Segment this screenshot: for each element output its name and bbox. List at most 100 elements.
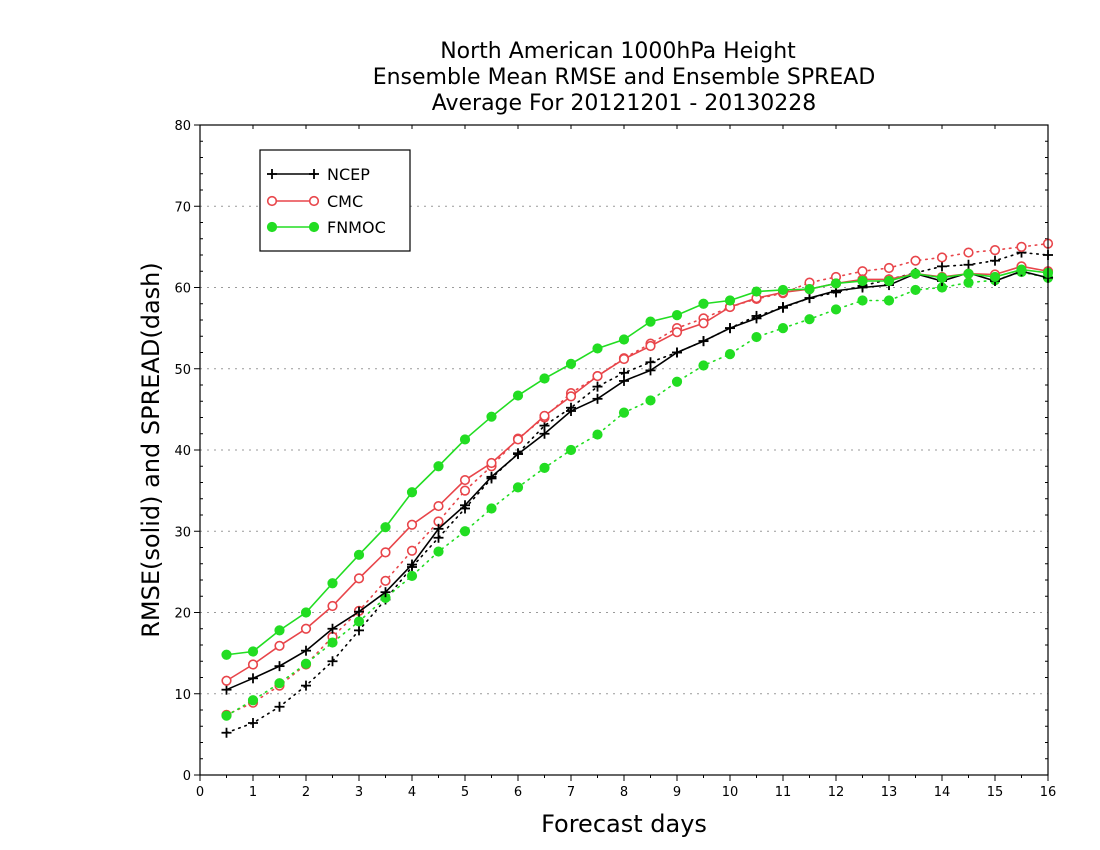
legend-label-cmc: CMC bbox=[327, 192, 363, 211]
point-ncep-spread bbox=[433, 532, 444, 543]
x-tick-label-16: 16 bbox=[1040, 785, 1057, 800]
x-tick-label-0: 0 bbox=[196, 785, 204, 800]
point-ncep-rmse bbox=[725, 323, 735, 334]
y-tick-label-20: 20 bbox=[174, 607, 191, 622]
point-fnmoc-rmse bbox=[963, 268, 974, 279]
legend-marker-ncep bbox=[267, 169, 319, 179]
point-ncep-rmse bbox=[698, 336, 709, 347]
y-tick-label-40: 40 bbox=[174, 444, 191, 459]
y-tick-labels: 0 10 20 30 40 50 60 70 80 bbox=[174, 119, 191, 784]
point-cmc-rmse bbox=[592, 370, 603, 382]
point-fnmoc-spread bbox=[883, 295, 895, 306]
x-tick-labels: 0 1 2 3 4 5 6 7 8 9 10 11 12 13 14 15 16 bbox=[196, 785, 1056, 800]
point-cmc-rmse bbox=[565, 391, 577, 402]
legend-marker-fnmoc bbox=[266, 221, 320, 233]
point-ncep-rmse bbox=[354, 606, 364, 617]
legend-label-ncep: NCEP bbox=[327, 165, 370, 184]
legend-item-cmc: CMC bbox=[266, 192, 363, 211]
y-tick-label-70: 70 bbox=[174, 200, 191, 215]
point-fnmoc-rmse bbox=[592, 343, 603, 354]
point-cmc-rmse bbox=[459, 474, 471, 486]
point-fnmoc-spread bbox=[751, 331, 762, 343]
line-fnmoc-rmse bbox=[226, 268, 1049, 656]
point-ncep-rmse bbox=[407, 559, 417, 570]
legend-marker-left-0 bbox=[267, 169, 277, 179]
point-fnmoc-rmse bbox=[777, 284, 789, 296]
series-lines bbox=[221, 238, 1054, 738]
x-tick-label-13: 13 bbox=[881, 785, 898, 800]
point-fnmoc-spread bbox=[645, 395, 656, 406]
y-tick-label-10: 10 bbox=[174, 688, 191, 703]
point-fnmoc-spread bbox=[300, 658, 312, 669]
x-tick-label-6: 6 bbox=[514, 785, 522, 800]
point-fnmoc-spread bbox=[724, 349, 736, 360]
point-fnmoc-rmse bbox=[512, 390, 524, 401]
point-ncep-spread bbox=[592, 381, 603, 392]
point-fnmoc-rmse bbox=[459, 434, 471, 445]
point-fnmoc-spread bbox=[327, 637, 338, 648]
point-ncep-rmse bbox=[592, 393, 603, 404]
point-ncep-rmse bbox=[645, 365, 656, 376]
point-fnmoc-rmse bbox=[274, 625, 285, 636]
point-fnmoc-rmse bbox=[671, 310, 683, 321]
point-fnmoc-rmse bbox=[433, 461, 444, 472]
point-cmc-rmse bbox=[698, 318, 709, 329]
title-line-2: Ensemble Mean RMSE and Ensemble SPREAD bbox=[373, 65, 876, 90]
point-fnmoc-spread bbox=[353, 616, 365, 627]
point-fnmoc-spread bbox=[963, 277, 974, 288]
point-fnmoc-rmse bbox=[724, 295, 736, 306]
point-ncep-spread bbox=[221, 727, 232, 738]
point-fnmoc-spread bbox=[565, 444, 577, 456]
legend-item-fnmoc: FNMOC bbox=[266, 218, 386, 237]
legend-label-fnmoc: FNMOC bbox=[327, 218, 386, 237]
point-ncep-rmse bbox=[539, 428, 550, 439]
point-ncep-rmse bbox=[301, 645, 311, 656]
point-cmc-rmse bbox=[433, 500, 444, 512]
point-fnmoc-rmse bbox=[936, 272, 948, 283]
series-cmc-spread bbox=[221, 238, 1054, 720]
point-fnmoc-spread bbox=[486, 503, 497, 514]
point-ncep-spread bbox=[274, 701, 285, 712]
legend-marker-left-2 bbox=[266, 221, 278, 233]
point-ncep-rmse bbox=[804, 293, 815, 304]
point-cmc-rmse bbox=[671, 327, 683, 338]
x-tick-label-5: 5 bbox=[461, 785, 469, 800]
point-ncep-rmse bbox=[433, 523, 444, 534]
point-cmc-spread bbox=[459, 485, 471, 496]
series-ncep-spread bbox=[221, 247, 1053, 738]
y-tick-label-80: 80 bbox=[174, 119, 191, 134]
x-axis-title: Forecast days bbox=[541, 810, 707, 838]
legend-marker-right-1 bbox=[308, 195, 320, 207]
point-cmc-spread bbox=[406, 545, 418, 556]
point-cmc-rmse bbox=[274, 640, 285, 651]
point-cmc-spread bbox=[883, 262, 895, 274]
point-fnmoc-spread bbox=[512, 482, 524, 493]
y-tick-label-30: 30 bbox=[174, 525, 191, 540]
legend-box bbox=[259, 149, 411, 252]
point-fnmoc-rmse bbox=[247, 646, 259, 657]
point-fnmoc-rmse bbox=[1016, 264, 1027, 275]
point-fnmoc-rmse bbox=[327, 578, 338, 589]
x-tick-label-2: 2 bbox=[302, 785, 310, 800]
point-ncep-rmse bbox=[566, 406, 576, 416]
point-fnmoc-rmse bbox=[380, 522, 391, 533]
legend-marker-left-1 bbox=[266, 195, 278, 207]
point-ncep-spread bbox=[937, 261, 947, 272]
x-tick-label-3: 3 bbox=[355, 785, 363, 800]
x-tick-label-9: 9 bbox=[673, 785, 681, 800]
point-cmc-rmse bbox=[618, 353, 630, 365]
point-fnmoc-spread bbox=[618, 407, 630, 418]
series-fnmoc-rmse bbox=[221, 264, 1054, 660]
point-ncep-spread bbox=[301, 680, 311, 691]
gridlines bbox=[200, 205, 1048, 695]
point-fnmoc-rmse bbox=[751, 286, 762, 297]
point-ncep-spread bbox=[990, 255, 1000, 266]
y-tick-label-50: 50 bbox=[174, 363, 191, 378]
y-tick-label-0: 0 bbox=[183, 769, 191, 784]
point-cmc-rmse bbox=[512, 434, 524, 445]
point-fnmoc-rmse bbox=[353, 549, 365, 560]
point-cmc-rmse bbox=[380, 547, 391, 558]
point-fnmoc-rmse bbox=[486, 411, 497, 422]
point-cmc-spread bbox=[910, 255, 921, 266]
point-fnmoc-rmse bbox=[857, 275, 868, 287]
